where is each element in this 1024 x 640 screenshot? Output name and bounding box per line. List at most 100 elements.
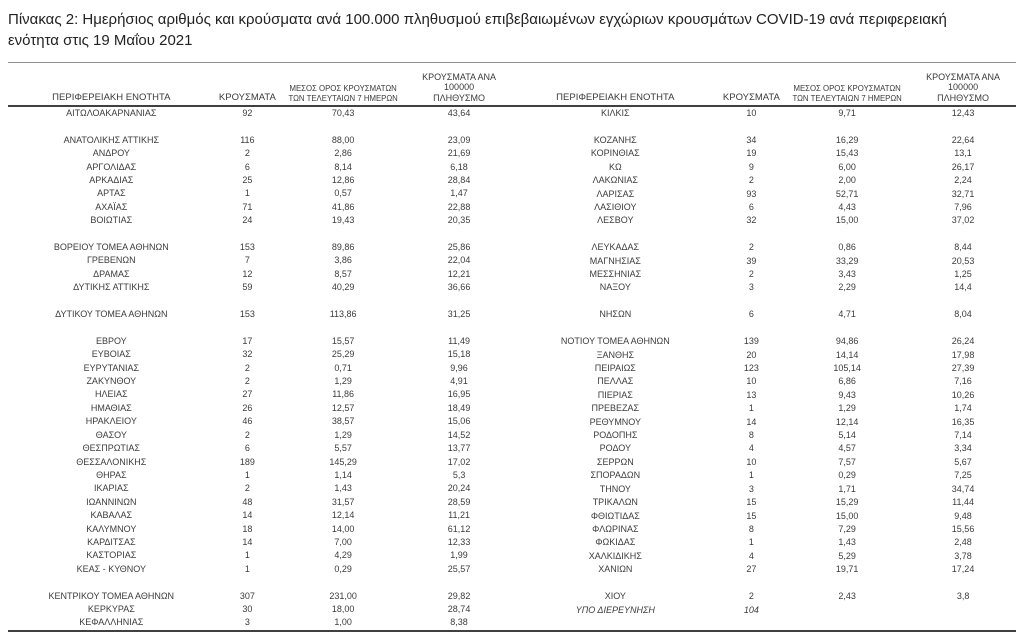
avg7-header: ΜΕΣΟΣ ΟΡΟΣ ΚΡΟΥΣΜΑΤΩΝ ΤΩΝ ΤΕΛΕΥΤΑΙΩΝ 7 Η… — [784, 63, 911, 107]
per100k-cell: 28,84 — [447, 175, 471, 186]
table-row: ΘΕΣΠΡΩΤΙΑΣ 6 5,57 13,77 — [8, 442, 512, 455]
cases-cell: 34 — [746, 134, 757, 145]
avg7-cell — [280, 321, 406, 334]
cases-cell: 14 — [242, 536, 253, 547]
region-cell: ΝΑΞΟΥ — [599, 282, 631, 293]
per100k-header-line1: ΚΡΟΥΣΜΑΤΑ ΑΝΑ 100000 — [422, 71, 497, 93]
avg7-cell: 1,29 — [334, 376, 352, 387]
region-cell — [8, 295, 215, 308]
per100k-cell: 16,35 — [951, 416, 975, 427]
avg7-cell: 5,57 — [334, 443, 352, 454]
table-row: ΑΧΑΪΑΣ 71 41,86 22,88 — [8, 201, 512, 214]
avg7-cell: 15,00 — [835, 510, 859, 521]
region-cell: ΡΕΘΥΜΝΟΥ — [589, 416, 642, 427]
table-row: ΚΑΒΑΛΑΣ 14 12,14 11,21 — [8, 509, 512, 522]
avg7-cell: 4,43 — [838, 201, 856, 212]
spacer-row — [8, 295, 512, 308]
cases-cell: 153 — [239, 242, 255, 253]
cases-cell — [215, 295, 281, 308]
region-cell: ΕΒΡΟΥ — [95, 335, 127, 346]
cases-cell: 1 — [244, 469, 250, 480]
region-cell: ΜΑΓΝΗΣΙΑΣ — [589, 255, 641, 266]
per100k-cell: 15,56 — [951, 524, 975, 535]
cases-cell: 20 — [746, 349, 757, 360]
cases-cell: 1 — [748, 403, 754, 414]
cases-cell: 2 — [244, 148, 250, 159]
cases-cell: 13 — [746, 389, 757, 400]
region-cell: ΦΩΚΙΔΑΣ — [595, 537, 636, 548]
avg7-cell — [784, 617, 910, 631]
per100k-cell: 17,02 — [447, 456, 471, 467]
avg7-cell: 3,86 — [334, 255, 352, 266]
region-cell: ΑΡΤΑΣ — [97, 188, 126, 199]
table-row: ΜΕΣΣΗΝΙΑΣ 2 3,43 1,25 — [512, 268, 1016, 281]
cases-cell: 32 — [242, 349, 253, 360]
per100k-cell: 21,69 — [447, 148, 471, 159]
table-row: ΚΕΦΑΛΛΗΝΙΑΣ 3 1,00 8,38 — [8, 616, 512, 630]
region-cell: ΛΑΡΙΣΑΣ — [596, 188, 635, 199]
table-row: ΔΡΑΜΑΣ 12 8,57 12,21 — [8, 268, 512, 281]
avg7-cell: 231,00 — [329, 590, 357, 601]
avg7-cell: 1,00 — [334, 617, 352, 628]
per100k-cell: 29,82 — [447, 590, 471, 601]
table-row: ΚΟΡΙΝΘΙΑΣ 19 15,43 13,1 — [512, 147, 1016, 160]
avg7-cell: 4,57 — [838, 443, 856, 454]
per100k-cell: 5,67 — [954, 456, 972, 467]
avg7-cell: 6,86 — [838, 376, 856, 387]
avg7-cell: 0,29 — [838, 470, 856, 481]
cases-cell: 139 — [743, 336, 759, 347]
per100k-cell — [910, 617, 1016, 631]
avg7-cell: 25,29 — [331, 349, 355, 360]
cases-cell: 24 — [242, 215, 253, 226]
region-cell: ΚΕΦΑΛΛΗΝΙΑΣ — [79, 617, 144, 628]
table-row: ΛΕΣΒΟΥ 32 15,00 37,02 — [512, 214, 1016, 227]
cases-cell: 15 — [746, 510, 757, 521]
table-row: ΑΝΔΡΟΥ 2 2,86 21,69 — [8, 147, 512, 160]
cases-cell: 14 — [242, 510, 253, 521]
cases-cell: 8 — [748, 430, 754, 441]
region-cell: ΜΕΣΣΗΝΙΑΣ — [589, 269, 642, 280]
region-cell: ΤΗΝΟΥ — [599, 483, 631, 494]
cases-cell — [719, 577, 785, 590]
table-row: ΠΡΕΒΕΖΑΣ 1 1,29 1,74 — [512, 402, 1016, 415]
table-row: ΡΟΔΟΠΗΣ 8 5,14 7,14 — [512, 429, 1016, 442]
region-cell — [8, 321, 215, 334]
region-cell: ΚΑΛΥΜΝΟΥ — [86, 523, 137, 534]
region-cell: ΚΟΖΑΝΗΣ — [593, 134, 637, 145]
region-cell: ΕΥΡΥΤΑΝΙΑΣ — [83, 362, 140, 373]
per100k-cell: 12,21 — [447, 268, 471, 279]
avg7-cell: 33,29 — [835, 255, 859, 266]
table-row: ΑΡΤΑΣ 1 0,57 1,47 — [8, 187, 512, 200]
region-cell: ΑΙΤΩΛΟΑΚΑΡΝΑΝΙΑΣ — [66, 108, 157, 118]
region-cell — [512, 322, 719, 335]
cases-cell: 2 — [244, 483, 250, 494]
avg7-cell — [280, 228, 406, 241]
spacer-row — [512, 295, 1016, 308]
region-cell: ΞΑΝΘΗΣ — [596, 349, 635, 360]
region-cell: ΤΡΙΚΑΛΩΝ — [592, 497, 638, 508]
region-cell: ΗΛΕΙΑΣ — [95, 389, 128, 400]
cases-cell — [215, 321, 281, 334]
region-cell: ΙΚΑΡΙΑΣ — [94, 483, 129, 494]
region-cell: ΛΕΥΚΑΔΑΣ — [591, 242, 640, 253]
cases-cell: 9 — [748, 161, 754, 172]
per100k-cell: 7,14 — [954, 430, 972, 441]
avg7-cell: 5,29 — [838, 550, 856, 561]
region-cell: ΦΛΩΡΙΝΑΣ — [592, 524, 639, 535]
avg7-cell: 15,29 — [835, 497, 859, 508]
right-table-header: ΠΕΡΙΦΕΡΕΙΑΚΗ ΕΝΟΤΗΤΑ ΚΡΟΥΣΜΑΤΑ ΜΕΣΟΣ ΟΡΟ… — [512, 63, 1016, 107]
avg7-cell: 1,14 — [334, 469, 352, 480]
right-table-body: ΚΙΛΚΙΣ 10 9,71 12,43 ΚΟΖΑΝΗΣ 34 16,29 22,64 ΚΟΡΙ… — [512, 106, 1016, 631]
region-cell: ΧΑΝΙΩΝ — [598, 564, 633, 575]
per100k-cell: 7,16 — [954, 376, 972, 387]
table-row: ΙΚΑΡΙΑΣ 2 1,43 20,24 — [8, 482, 512, 495]
cases-cell: 32 — [746, 215, 757, 226]
cases-header-label: ΚΡΟΥΣΜΑΤΑ — [218, 92, 276, 103]
per100k-cell: 6,18 — [450, 161, 468, 172]
table-row: ΣΠΟΡΑΔΩΝ 1 0,29 7,25 — [512, 469, 1016, 482]
cases-cell: 6 — [748, 309, 754, 320]
table-row: ΚΕΑΣ - ΚΥΘΝΟΥ 1 0,29 25,57 — [8, 563, 512, 576]
table-row: ΝΗΣΩΝ 6 4,71 8,04 — [512, 308, 1016, 321]
avg7-cell: 3,43 — [838, 269, 856, 280]
region-cell: ΔΥΤΙΚΟΥ ΤΟΜΕΑ ΑΘΗΝΩΝ — [55, 309, 168, 320]
